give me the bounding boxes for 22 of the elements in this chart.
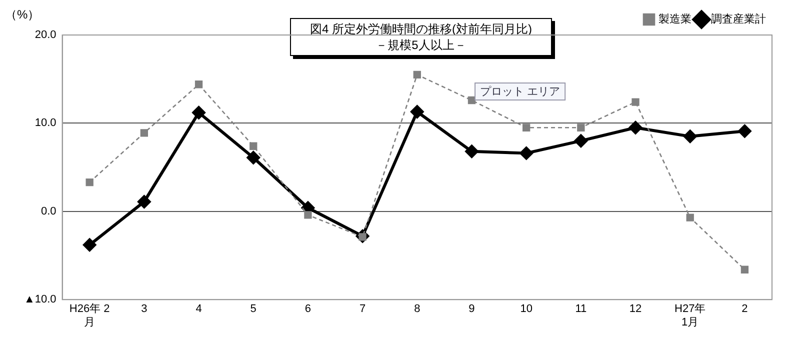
x-tick-label: 8	[414, 303, 420, 316]
legend-label: 製造業	[658, 12, 692, 26]
x-tick-label: 5	[250, 303, 256, 316]
x-tick-label: 7	[359, 303, 366, 316]
x-tick-label: 12	[629, 303, 642, 316]
x-tick-label: 6	[304, 303, 312, 316]
x-tick-label: H27年 1月	[674, 303, 706, 328]
annotation: プロット エリア	[480, 85, 560, 98]
x-tick-label: 3	[141, 303, 148, 316]
legend-label: 調査産業計	[711, 12, 766, 26]
x-tick-label: 10	[520, 303, 532, 316]
y-tick-label: 0.0	[41, 205, 56, 218]
y-tick-label: 10.0	[34, 117, 56, 130]
y-tick-label: 20.0	[34, 29, 56, 42]
x-tick-label: H26年 2 月	[69, 303, 110, 328]
y-tick-label: ▲10.0	[24, 294, 56, 306]
y-axis-title: （%）	[4, 7, 40, 22]
x-tick-label: 4	[196, 303, 202, 316]
x-tick-label: 2	[742, 303, 748, 316]
chart-subtitle: －規模5人以上－	[374, 37, 468, 53]
x-tick-label: 11	[575, 303, 587, 316]
x-tick-label: 9	[468, 303, 475, 316]
